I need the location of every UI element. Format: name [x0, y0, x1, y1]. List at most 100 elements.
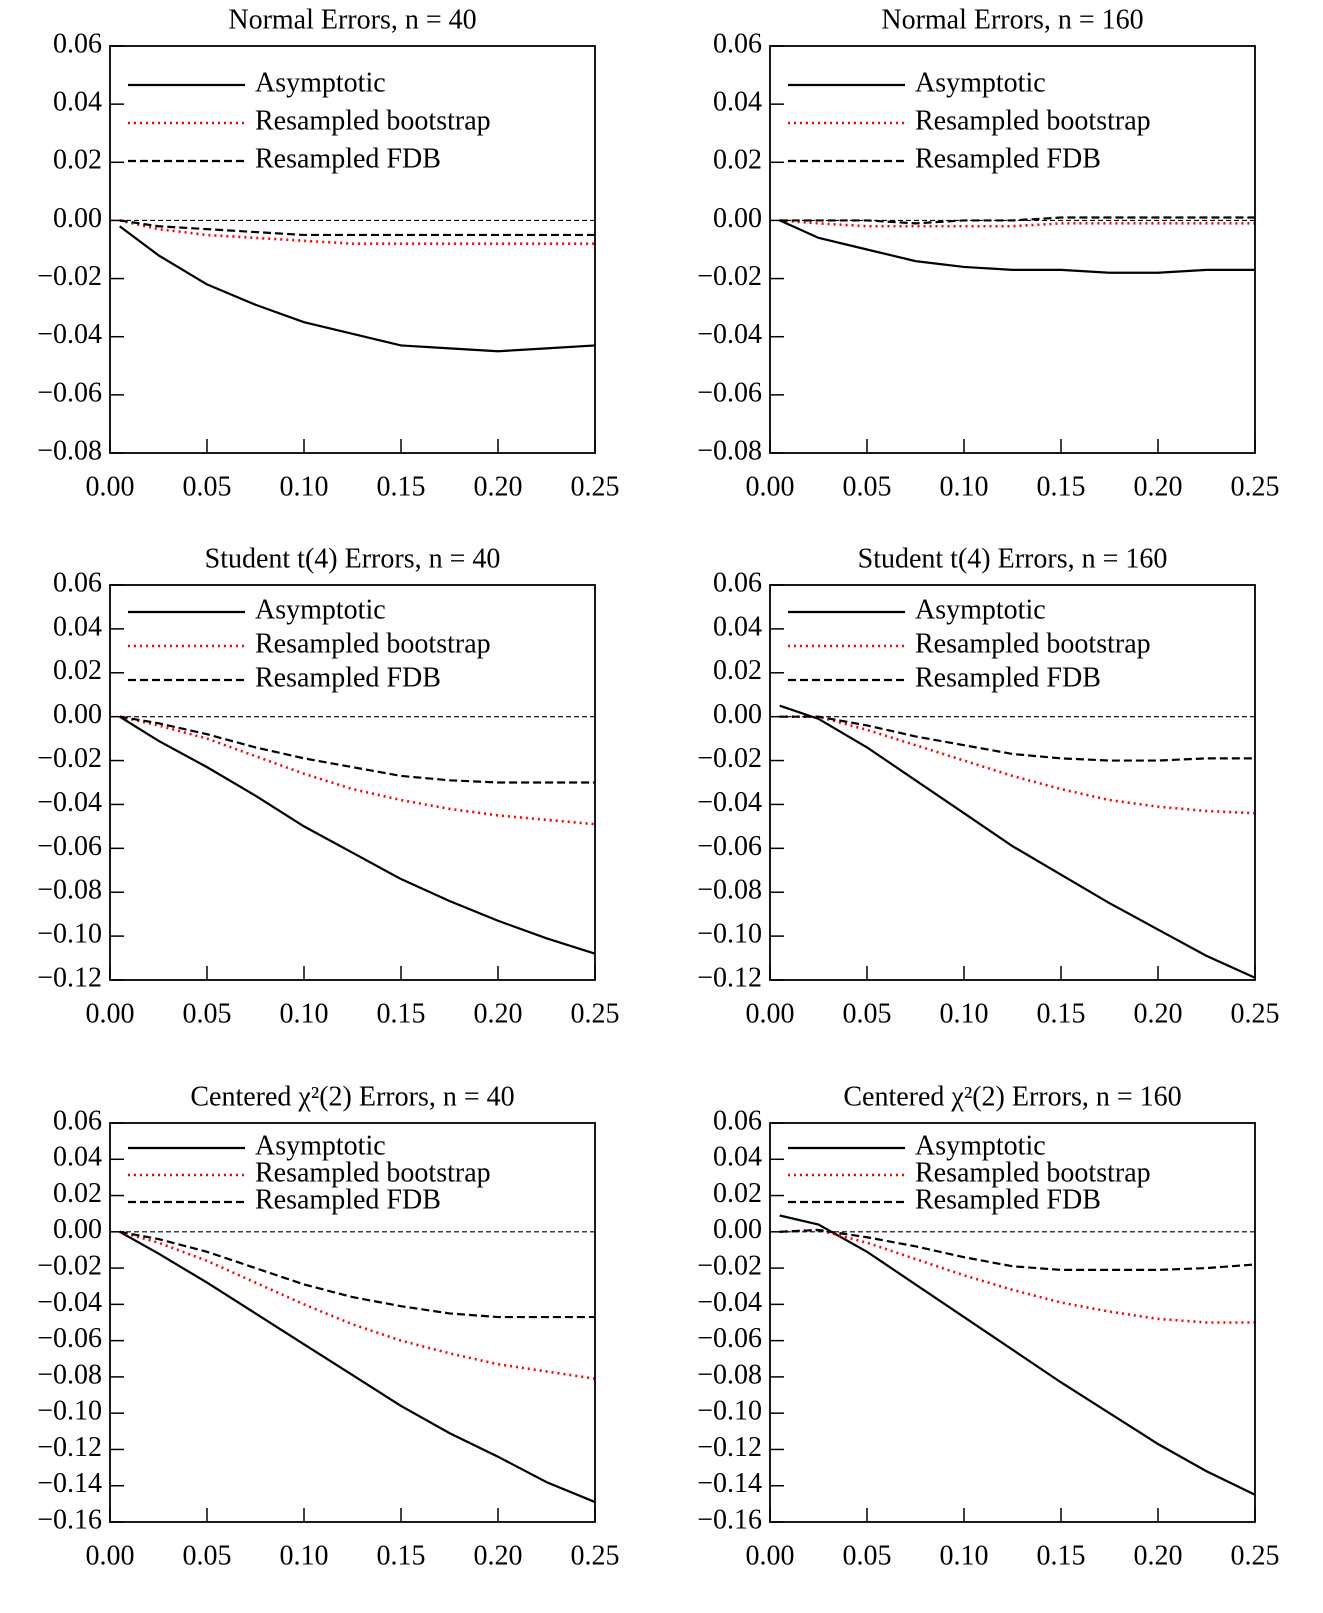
- y-tick-label: 0.04: [713, 87, 762, 118]
- x-tick-label: 0.05: [843, 1540, 892, 1571]
- series-line: [119, 225, 596, 353]
- series-line: [119, 715, 596, 826]
- y-tick-label: −0.04: [37, 787, 102, 818]
- series-line: [779, 219, 1255, 274]
- y-tick-label: −0.10: [37, 919, 102, 950]
- y-tick-label: 0.02: [53, 1178, 102, 1209]
- legend-label: Resampled FDB: [915, 1184, 1101, 1215]
- y-tick-label: 0.02: [713, 145, 762, 176]
- series-line: [119, 219, 595, 245]
- y-tick-label: 0.04: [713, 611, 762, 642]
- series-line: [119, 219, 595, 237]
- y-tick-label: 0.06: [713, 1105, 762, 1136]
- y-tick-label: 0.06: [53, 28, 102, 59]
- y-tick-label: −0.04: [37, 1287, 102, 1318]
- y-tick-label: −0.14: [697, 1468, 762, 1499]
- legend-label: Resampled FDB: [915, 143, 1101, 174]
- x-tick-label: 0.25: [571, 1540, 620, 1571]
- y-tick-label: −0.12: [37, 962, 102, 993]
- x-tick-label: 0.15: [1037, 471, 1086, 502]
- series-line: [779, 715, 1256, 815]
- legend-label: Resampled FDB: [255, 143, 441, 174]
- y-tick-label: −0.16: [697, 1504, 762, 1535]
- y-tick-label: −0.02: [697, 261, 762, 292]
- x-tick-label: 0.10: [940, 471, 989, 502]
- plot-frame: [769, 584, 1256, 981]
- x-tick-label: 0.25: [1231, 471, 1280, 502]
- y-tick-label: 0.02: [53, 145, 102, 176]
- x-tick-label: 0.20: [1134, 1540, 1183, 1571]
- y-tick-label: 0.06: [713, 28, 762, 59]
- plot-frame: [769, 1122, 1256, 1523]
- series-line: [119, 715, 595, 784]
- x-tick-label: 0.05: [183, 998, 232, 1029]
- y-tick-label: 0.04: [53, 87, 102, 118]
- y-tick-label: −0.08: [37, 435, 102, 466]
- chart-title: Normal Errors, n = 160: [881, 4, 1143, 35]
- y-tick-label: 0.04: [713, 1142, 762, 1173]
- y-tick-label: 0.06: [53, 1105, 102, 1136]
- x-tick-label: 0.20: [474, 998, 523, 1029]
- legend-label: Resampled FDB: [915, 662, 1101, 693]
- y-tick-label: −0.06: [697, 1323, 762, 1354]
- series-line: [779, 704, 1256, 979]
- plot-frame: [109, 1122, 596, 1523]
- x-tick-label: 0.00: [746, 998, 795, 1029]
- legend-label: Resampled bootstrap: [915, 1157, 1151, 1188]
- series-line: [119, 1230, 596, 1381]
- y-tick-label: −0.02: [37, 261, 102, 292]
- y-tick-label: 0.00: [53, 699, 102, 730]
- x-tick-label: 0.15: [1037, 1540, 1086, 1571]
- y-tick-label: 0.02: [53, 655, 102, 686]
- x-tick-label: 0.05: [183, 1540, 232, 1571]
- y-tick-label: −0.02: [697, 743, 762, 774]
- y-tick-label: −0.08: [37, 875, 102, 906]
- y-tick-label: −0.06: [697, 831, 762, 862]
- y-tick-label: −0.04: [697, 319, 762, 350]
- x-tick-label: 0.15: [1037, 998, 1086, 1029]
- y-tick-label: −0.16: [37, 1504, 102, 1535]
- series-line: [779, 216, 1255, 225]
- series-line: [119, 1230, 596, 1504]
- chart-title: Normal Errors, n = 40: [228, 4, 476, 35]
- x-tick-label: 0.20: [1134, 998, 1183, 1029]
- series-line: [779, 1214, 1256, 1496]
- plot-frame: [109, 584, 596, 981]
- y-tick-label: −0.06: [37, 1323, 102, 1354]
- legend-label: Resampled bootstrap: [255, 105, 491, 136]
- y-tick-label: −0.08: [697, 875, 762, 906]
- x-tick-label: 0.25: [571, 998, 620, 1029]
- legend-label: Resampled bootstrap: [255, 628, 491, 659]
- y-tick-label: −0.08: [697, 435, 762, 466]
- y-tick-label: 0.02: [713, 655, 762, 686]
- y-tick-label: −0.08: [697, 1359, 762, 1390]
- y-tick-label: 0.00: [713, 203, 762, 234]
- x-tick-label: 0.25: [571, 471, 620, 502]
- y-tick-label: −0.04: [697, 1287, 762, 1318]
- y-tick-label: 0.04: [53, 611, 102, 642]
- x-tick-label: 0.25: [1231, 998, 1280, 1029]
- x-tick-label: 0.05: [183, 471, 232, 502]
- y-tick-label: −0.08: [37, 1359, 102, 1390]
- y-tick-label: 0.00: [53, 203, 102, 234]
- chart-title: Student t(4) Errors, n = 160: [858, 543, 1168, 574]
- y-tick-label: −0.10: [697, 919, 762, 950]
- x-tick-label: 0.25: [1231, 1540, 1280, 1571]
- y-tick-label: −0.12: [37, 1432, 102, 1463]
- y-tick-label: −0.02: [37, 1251, 102, 1282]
- legend-label: Asymptotic: [915, 1130, 1046, 1161]
- x-tick-label: 0.00: [746, 471, 795, 502]
- x-tick-label: 0.15: [377, 998, 426, 1029]
- legend-label: Asymptotic: [255, 67, 386, 98]
- x-tick-label: 0.10: [280, 1540, 329, 1571]
- y-tick-label: −0.04: [697, 787, 762, 818]
- legend-label: Asymptotic: [255, 594, 386, 625]
- legend-label: Resampled FDB: [255, 662, 441, 693]
- x-tick-label: 0.00: [746, 1540, 795, 1571]
- y-tick-label: −0.06: [37, 377, 102, 408]
- legend-label: Resampled bootstrap: [915, 628, 1151, 659]
- y-tick-label: 0.00: [53, 1214, 102, 1245]
- series-line: [779, 715, 1255, 762]
- x-tick-label: 0.10: [940, 998, 989, 1029]
